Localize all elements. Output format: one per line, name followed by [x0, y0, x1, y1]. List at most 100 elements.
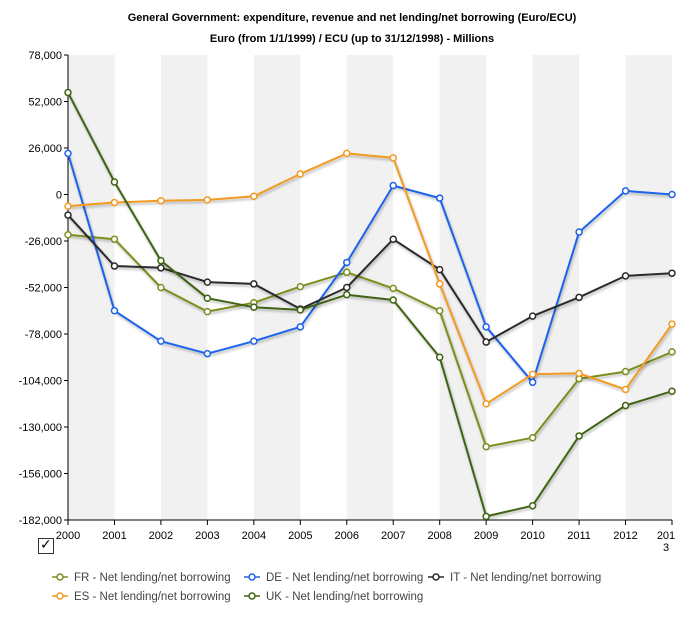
data-point[interactable]	[575, 293, 583, 302]
data-point[interactable]	[528, 501, 537, 510]
data-point[interactable]	[64, 211, 72, 219]
data-point[interactable]	[389, 154, 397, 162]
data-point[interactable]	[110, 307, 119, 315]
data-point[interactable]	[343, 268, 351, 277]
data-point[interactable]	[389, 284, 397, 293]
legend-marker	[56, 592, 64, 600]
data-point[interactable]	[157, 283, 165, 292]
data-point[interactable]	[64, 149, 72, 158]
data-point[interactable]	[621, 367, 630, 376]
data-point[interactable]	[203, 196, 212, 204]
data-point[interactable]	[157, 197, 165, 205]
data-point[interactable]	[668, 387, 676, 395]
y-tick-label: -130,000	[19, 422, 62, 434]
data-point[interactable]	[668, 190, 676, 199]
data-point[interactable]	[435, 353, 444, 361]
data-point[interactable]	[296, 306, 305, 314]
data-point[interactable]	[435, 265, 444, 274]
data-point[interactable]	[621, 187, 630, 195]
data-point[interactable]	[621, 272, 630, 280]
x-tick-label: 2001	[102, 530, 126, 542]
series-line-fr	[67, 233, 673, 448]
data-point[interactable]	[528, 378, 537, 387]
legend-item[interactable]: FR - Net lending/net borrowing	[52, 572, 231, 584]
data-point[interactable]	[203, 278, 212, 286]
data-point[interactable]	[343, 290, 351, 299]
legend-item[interactable]: IT - Net lending/net borrowing	[428, 572, 601, 584]
data-point[interactable]	[203, 349, 212, 358]
data-point[interactable]	[343, 258, 351, 267]
legend-marker	[248, 592, 256, 600]
data-point[interactable]	[64, 230, 72, 239]
data-point[interactable]	[528, 312, 537, 320]
chart-title: General Government: expenditure, revenue…	[128, 12, 577, 24]
data-point[interactable]	[482, 323, 490, 331]
data-point[interactable]	[389, 235, 397, 243]
data-point[interactable]	[110, 198, 119, 207]
data-point[interactable]	[668, 320, 676, 328]
data-point[interactable]	[575, 369, 583, 378]
x-tick-label: 2009	[474, 530, 498, 542]
y-tick-label: 78,000	[28, 50, 62, 62]
data-point[interactable]	[389, 296, 397, 304]
data-point[interactable]	[110, 235, 119, 243]
data-point[interactable]	[575, 432, 583, 440]
x-tick-label: 2008	[427, 530, 451, 542]
data-point[interactable]	[668, 348, 676, 356]
data-point[interactable]	[575, 228, 583, 236]
data-point[interactable]	[343, 149, 351, 158]
legend-item[interactable]: UK - Net lending/net borrowing	[244, 591, 423, 603]
x-tick-label: 201	[657, 530, 675, 542]
data-point[interactable]	[64, 88, 72, 97]
data-point[interactable]	[110, 262, 119, 270]
series-line-de	[67, 153, 673, 384]
x-tick-label: 2000	[56, 530, 80, 542]
data-point[interactable]	[64, 202, 72, 210]
data-point[interactable]	[621, 401, 630, 410]
data-point[interactable]	[668, 269, 676, 277]
y-tick-label: -182,000	[19, 515, 62, 527]
legend-marker	[432, 573, 440, 581]
series-line-es	[67, 152, 673, 405]
data-point[interactable]	[528, 370, 537, 378]
data-point[interactable]	[250, 192, 258, 201]
data-point[interactable]	[250, 280, 258, 288]
legend-item[interactable]: DE - Net lending/net borrowing	[244, 572, 423, 584]
y-tick-label: -156,000	[19, 469, 62, 481]
y-tick-label: 0	[56, 190, 62, 202]
data-point[interactable]	[157, 337, 165, 345]
chart-subtitle: Euro (from 1/1/1999) / ECU (up to 31/12/…	[210, 33, 494, 45]
data-point[interactable]	[621, 385, 630, 394]
data-point[interactable]	[157, 256, 165, 265]
chart-option-checkbox[interactable]: ✓	[38, 536, 54, 554]
data-point[interactable]	[250, 337, 258, 345]
data-point[interactable]	[250, 303, 258, 311]
axes: 78,000 52,000 26,000 0 -26,000 -52,000 -78,000…	[19, 50, 676, 554]
data-point[interactable]	[343, 283, 351, 292]
data-point[interactable]	[435, 280, 444, 288]
data-point[interactable]	[482, 400, 490, 408]
x-tick-label: 2012	[613, 530, 637, 542]
x-tick-label: 2006	[335, 530, 359, 542]
data-point[interactable]	[482, 442, 490, 451]
data-point[interactable]	[296, 282, 305, 291]
data-point[interactable]	[435, 307, 444, 315]
legend-label: ES - Net lending/net borrowing	[74, 591, 231, 603]
data-point[interactable]	[389, 181, 397, 190]
data-point[interactable]	[435, 194, 444, 202]
data-point[interactable]	[528, 433, 537, 442]
x-tick-label: 2010	[520, 530, 544, 542]
data-point[interactable]	[296, 323, 305, 331]
data-point[interactable]	[157, 264, 165, 272]
y-tick-label: -104,000	[19, 376, 62, 388]
data-point[interactable]	[296, 170, 305, 178]
data-point[interactable]	[482, 338, 490, 346]
data-point[interactable]	[110, 178, 119, 186]
legend-item[interactable]: ES - Net lending/net borrowing	[52, 591, 231, 603]
x-tick-label: 2005	[288, 530, 312, 542]
data-point[interactable]	[203, 294, 212, 302]
data-point[interactable]	[203, 307, 212, 316]
data-point[interactable]	[482, 512, 490, 521]
